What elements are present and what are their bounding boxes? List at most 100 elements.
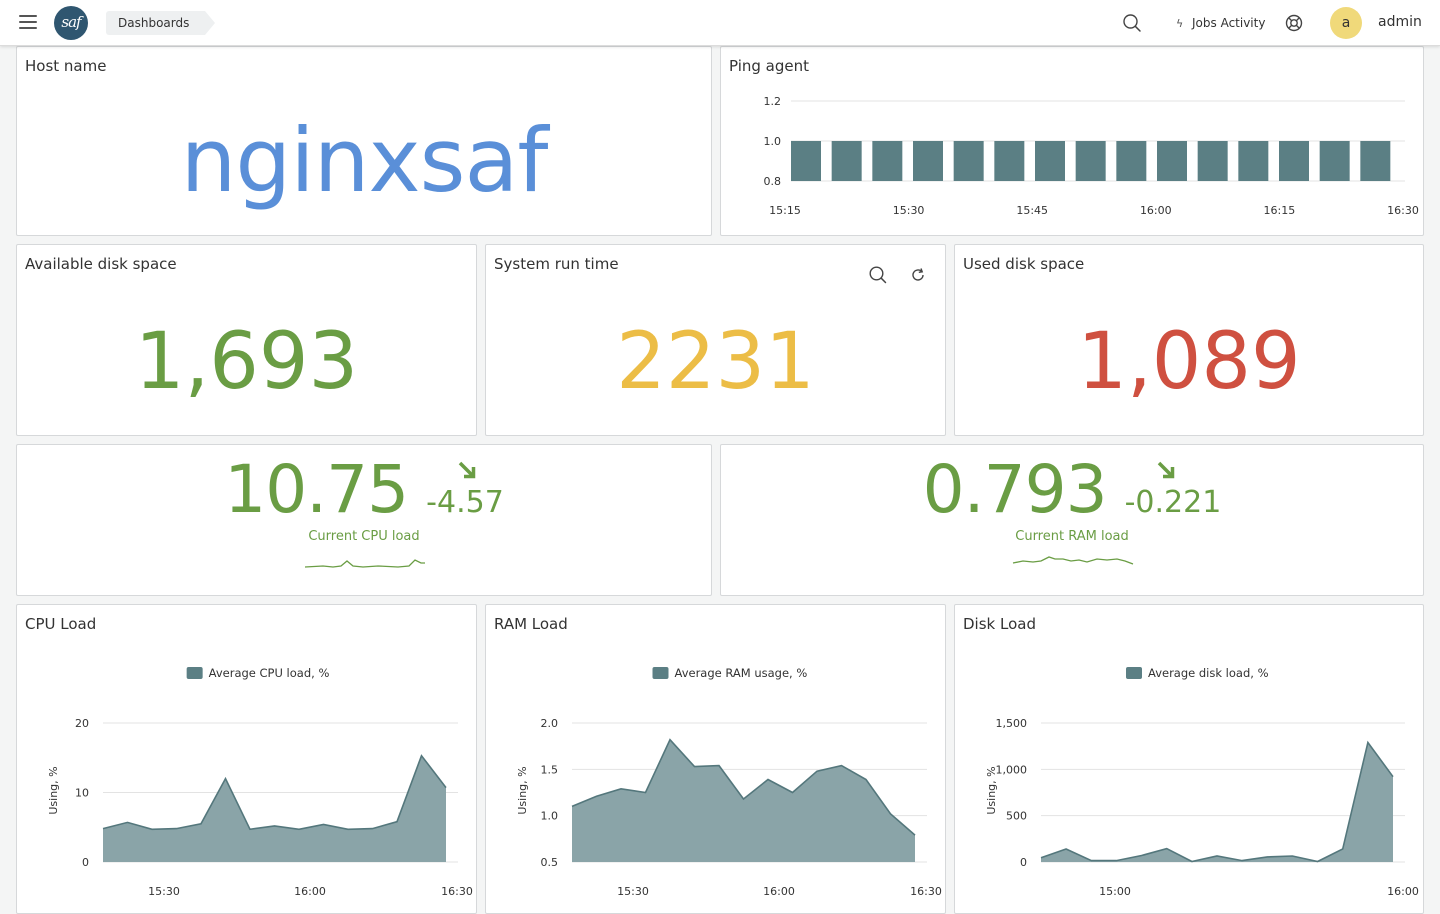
data-point[interactable]	[913, 833, 918, 838]
x-tick-label: 15:30	[617, 885, 649, 898]
data-point[interactable]	[1215, 853, 1220, 858]
y-tick-label: 1.0	[541, 810, 559, 823]
search-icon[interactable]	[868, 265, 888, 285]
data-point[interactable]	[1189, 859, 1194, 864]
ram-load-label: Current RAM load	[1015, 529, 1129, 544]
y-tick-label: 1,500	[996, 717, 1028, 730]
data-point[interactable]	[248, 827, 253, 832]
app-logo[interactable]: saf	[54, 6, 88, 40]
ping-bar[interactable]	[913, 141, 943, 181]
ping-bar[interactable]	[1035, 141, 1065, 181]
ping-bar[interactable]	[1319, 141, 1350, 181]
data-point[interactable]	[419, 753, 424, 758]
data-point[interactable]	[1139, 853, 1144, 858]
ram-load-value: 0.793	[922, 451, 1108, 528]
data-point[interactable]	[1114, 858, 1119, 863]
y-axis-label: Using, %	[985, 766, 998, 814]
data-point[interactable]	[717, 763, 722, 768]
data-point[interactable]	[1089, 858, 1094, 863]
data-point[interactable]	[321, 822, 326, 827]
username[interactable]: admin	[1378, 14, 1422, 30]
y-tick-label: 2.0	[541, 717, 559, 730]
legend-label[interactable]: Average RAM usage, %	[675, 666, 808, 680]
ping-bar[interactable]	[1279, 141, 1309, 181]
data-point[interactable]	[1265, 854, 1270, 859]
ping-bar[interactable]	[1360, 141, 1391, 181]
data-point[interactable]	[1365, 740, 1370, 745]
data-point[interactable]	[125, 820, 130, 825]
data-point[interactable]	[643, 790, 648, 795]
x-tick-label: 16:00	[1387, 885, 1419, 898]
ping-bar[interactable]	[1116, 141, 1147, 181]
data-point[interactable]	[619, 786, 624, 791]
data-point[interactable]	[272, 823, 277, 828]
data-point[interactable]	[395, 819, 400, 824]
data-point[interactable]	[570, 804, 575, 809]
system-run-time-panel: System run time 2231	[485, 244, 946, 436]
data-point[interactable]	[741, 796, 746, 801]
data-point[interactable]	[815, 769, 820, 774]
data-point[interactable]	[1290, 853, 1295, 858]
data-point[interactable]	[668, 737, 673, 742]
ping-bar[interactable]	[1197, 141, 1228, 181]
search-icon[interactable]	[1122, 13, 1142, 33]
data-point[interactable]	[1315, 859, 1320, 864]
top-bar: saf Dashboards ϟ Jobs Activity a admin	[0, 0, 1440, 46]
cpu-load-value: 10.75	[224, 451, 409, 528]
legend-label[interactable]: Average CPU load, %	[209, 666, 330, 680]
x-tick-label: 15:15	[769, 204, 801, 217]
user-avatar[interactable]: a	[1330, 7, 1362, 39]
data-point[interactable]	[370, 826, 375, 831]
y-tick-label: 1.0	[764, 135, 782, 148]
legend-label[interactable]: Average disk load, %	[1148, 666, 1269, 680]
data-point[interactable]	[223, 776, 228, 781]
x-tick-label: 15:45	[1016, 204, 1048, 217]
data-point[interactable]	[297, 827, 302, 832]
data-point[interactable]	[766, 777, 771, 782]
data-point[interactable]	[594, 794, 599, 799]
ping-bar[interactable]	[1238, 141, 1269, 181]
data-point[interactable]	[790, 790, 795, 795]
refresh-icon[interactable]	[908, 265, 928, 285]
cpu-delta-text: -4.57	[426, 485, 504, 520]
data-point[interactable]	[174, 826, 179, 831]
ram-delta-text: -0.221	[1124, 485, 1222, 520]
y-tick-label: 500	[1006, 810, 1027, 823]
data-point[interactable]	[1064, 847, 1069, 852]
menu-icon[interactable]	[19, 15, 37, 31]
data-point[interactable]	[1164, 846, 1169, 851]
breadcrumb-dashboards[interactable]: Dashboards	[106, 11, 216, 35]
ping-bar[interactable]	[953, 141, 984, 181]
legend-swatch[interactable]	[186, 667, 203, 679]
data-point[interactable]	[864, 777, 869, 782]
data-point[interactable]	[839, 763, 844, 768]
ping-bar[interactable]	[791, 141, 821, 181]
data-point[interactable]	[101, 826, 106, 831]
cpu-load-chart: Average CPU load, % Using, % 20 10 0 15:30 16:…	[47, 666, 473, 898]
data-point[interactable]	[1340, 847, 1345, 852]
legend-swatch[interactable]	[1126, 667, 1142, 679]
help-lifebuoy-icon[interactable]	[1285, 14, 1303, 32]
current-ram-panel: 0.793 -0.221 Current RAM load	[720, 444, 1424, 596]
data-point[interactable]	[1039, 855, 1044, 860]
ping-bar[interactable]	[831, 141, 862, 181]
current-cpu-panel: 10.75 -4.57 Current CPU load	[16, 444, 712, 596]
data-point[interactable]	[150, 827, 155, 832]
data-point[interactable]	[444, 785, 449, 790]
panel-title: Used disk space	[963, 255, 1085, 273]
data-point[interactable]	[346, 827, 351, 832]
data-point[interactable]	[1391, 774, 1396, 779]
ping-bar[interactable]	[994, 141, 1025, 181]
data-point[interactable]	[888, 811, 893, 816]
ping-bar[interactable]	[872, 141, 903, 181]
y-tick-label: 0.8	[764, 175, 782, 188]
data-point[interactable]	[692, 764, 697, 769]
data-point[interactable]	[199, 821, 204, 826]
ping-bar[interactable]	[1157, 141, 1187, 181]
ping-bar[interactable]	[1075, 141, 1106, 181]
area-line	[571, 738, 916, 836]
legend-swatch[interactable]	[652, 667, 669, 679]
data-point[interactable]	[1240, 858, 1245, 863]
area-line	[102, 754, 447, 831]
jobs-activity-link[interactable]: ϟ Jobs Activity	[1176, 14, 1265, 32]
